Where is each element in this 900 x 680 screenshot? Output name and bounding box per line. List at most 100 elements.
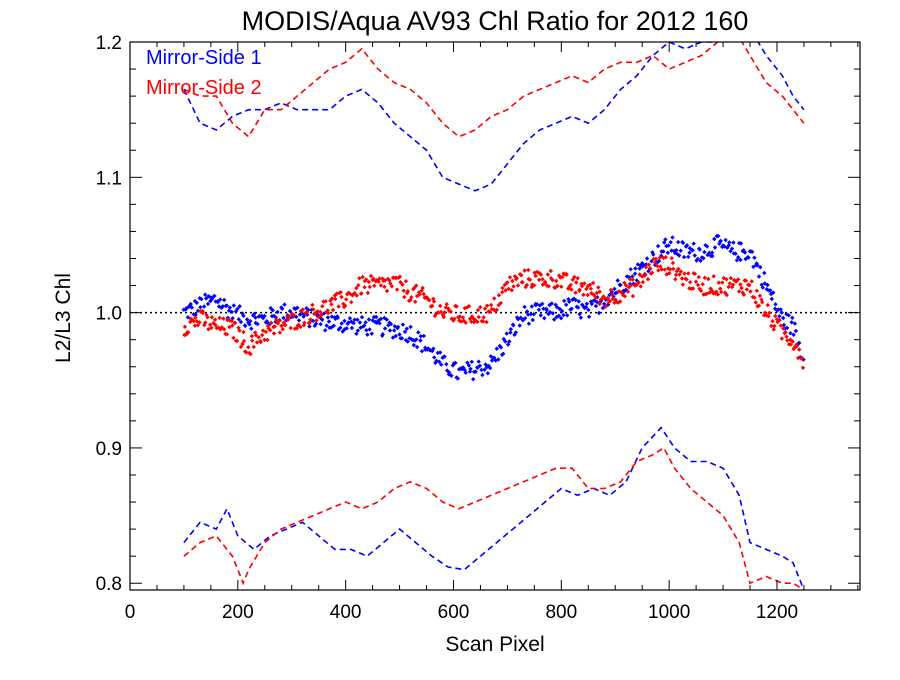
mirror-side-1-point bbox=[762, 281, 767, 286]
mirror-side-1-point bbox=[615, 278, 620, 283]
mirror-side-2-point bbox=[469, 319, 474, 324]
mirror-side-2-point bbox=[288, 325, 293, 331]
mirror-side-2-point bbox=[191, 319, 196, 324]
mirror-side-1-point bbox=[503, 339, 508, 344]
mirror-side-1-point bbox=[479, 367, 484, 373]
mirror-side-1-point bbox=[530, 317, 535, 323]
mirror-side-1-point bbox=[400, 322, 406, 327]
mirror-side-2-point bbox=[570, 277, 575, 282]
mirror-side-1-point bbox=[764, 287, 769, 292]
mirror-side-1-point bbox=[205, 301, 211, 307]
mirror-side-2-point bbox=[706, 276, 711, 282]
mirror-side-2-point bbox=[339, 294, 344, 300]
mirror-side-2-point bbox=[670, 260, 676, 266]
mirror-side-1-point bbox=[731, 240, 736, 245]
mirror-side-2-point bbox=[729, 284, 735, 290]
mirror-side-2-point bbox=[448, 309, 453, 314]
y-axis-label: L2/L3 Chl bbox=[52, 273, 75, 363]
mirror-side-2-point bbox=[678, 269, 684, 274]
mirror-side-2-point bbox=[251, 344, 256, 350]
mirror-side-2-point bbox=[697, 286, 702, 291]
mirror-side-2-point bbox=[741, 292, 747, 297]
mirror-side-2-point bbox=[227, 324, 232, 330]
mirror-side-2-point bbox=[231, 335, 236, 341]
mirror-side-2-point bbox=[719, 289, 724, 295]
mirror-side-2-point bbox=[658, 264, 663, 269]
mirror-side-1-point bbox=[768, 291, 774, 297]
mirror-side-1-point bbox=[525, 312, 531, 317]
mirror-side-2-point bbox=[478, 304, 483, 310]
mirror-side-2-point bbox=[285, 317, 291, 322]
mirror-side-2-point bbox=[778, 323, 784, 328]
mirror-side-2-point bbox=[597, 301, 602, 307]
mirror-side-2-point bbox=[760, 300, 765, 305]
mirror-side-1-point bbox=[380, 332, 385, 337]
mirror-side-2-point bbox=[329, 302, 334, 307]
mirror-side-1-point bbox=[728, 249, 733, 254]
mirror-side-2-point bbox=[738, 282, 743, 287]
mirror-side-1-point bbox=[655, 243, 661, 249]
mirror-side-2-point bbox=[695, 282, 701, 288]
mirror-side-1-point bbox=[488, 365, 493, 371]
mirror-side-2-point bbox=[356, 283, 361, 288]
mirror-side-1-point bbox=[561, 312, 566, 318]
mirror-side-2-point bbox=[357, 276, 362, 281]
mirror-side-1-point bbox=[347, 316, 353, 321]
mirror-side-2-point bbox=[533, 273, 538, 279]
mirror-side-2-point bbox=[397, 274, 403, 279]
mirror-side-1-point bbox=[339, 321, 344, 326]
mirror-side-2-point bbox=[653, 256, 659, 262]
legend-entry-mirror-side-1: Mirror-Side 1 bbox=[146, 47, 262, 69]
mirror-side-2-point bbox=[657, 255, 663, 260]
mirror-side-1-point bbox=[354, 331, 359, 336]
mirror-side-2-point bbox=[269, 320, 274, 325]
mirror-side-2-point bbox=[466, 304, 472, 309]
mirror-side-1-point bbox=[582, 305, 587, 311]
mirror-side-2-point bbox=[372, 283, 377, 288]
mirror-side-1-point bbox=[235, 306, 240, 312]
mirror-side-2-point bbox=[310, 302, 315, 308]
mirror-side-2-point bbox=[442, 310, 447, 315]
mirror-side-2-point bbox=[352, 290, 357, 296]
mirror-side-1-point bbox=[603, 297, 608, 302]
mirror-side-1-point bbox=[455, 376, 460, 381]
mirror-side-2-point bbox=[764, 313, 769, 318]
mirror-side-1-point bbox=[637, 266, 642, 271]
mirror-side-1-point bbox=[439, 362, 444, 367]
mirror-side-2-point bbox=[256, 335, 261, 340]
mirror-side-1-point bbox=[522, 304, 527, 310]
legend-entry-mirror-side-2: Mirror-Side 2 bbox=[146, 77, 262, 99]
mirror-side-1-point bbox=[542, 316, 547, 321]
mirror-side-1-point bbox=[262, 313, 267, 319]
mirror-side-2-point bbox=[308, 317, 313, 322]
mirror-side-2-point bbox=[608, 287, 614, 293]
mirror-side-1-point bbox=[726, 243, 731, 248]
mirror-side-2-point bbox=[630, 277, 635, 282]
mirror-side-1-point bbox=[469, 359, 474, 364]
mirror-side-1-point bbox=[698, 258, 703, 263]
mirror-side-2-point bbox=[457, 314, 463, 319]
mirror-side-1-point bbox=[690, 248, 695, 253]
mirror-side-2-point bbox=[638, 284, 643, 289]
mirror-side-2-point bbox=[507, 275, 513, 280]
mirror-side-2-point bbox=[481, 315, 486, 320]
mirror-side-1-point bbox=[287, 308, 293, 314]
mirror-side-2-point bbox=[774, 317, 780, 322]
mirror-side-2-point bbox=[585, 292, 590, 298]
mirror-side-2-point bbox=[272, 324, 277, 329]
mirror-side-1-point bbox=[592, 298, 597, 303]
mirror-side-1-point bbox=[717, 241, 722, 246]
mirror-side-1-point bbox=[449, 373, 454, 378]
mirror-side-1-point bbox=[204, 296, 209, 301]
mirror-side-2-point bbox=[756, 303, 762, 308]
mirror-side-2-point bbox=[628, 277, 633, 282]
mirror-side-2-point bbox=[271, 331, 277, 336]
mirror-side-2-point bbox=[676, 266, 681, 272]
mirror-side-2-point bbox=[718, 286, 723, 291]
y-tick-label: 0.8 bbox=[96, 574, 122, 595]
mirror-side-1-point bbox=[419, 349, 425, 354]
mirror-side-2-point bbox=[421, 291, 426, 297]
mirror-side-2-point bbox=[623, 283, 629, 288]
mirror-side-2-point bbox=[484, 303, 490, 308]
mirror-side-1-point bbox=[738, 257, 743, 263]
